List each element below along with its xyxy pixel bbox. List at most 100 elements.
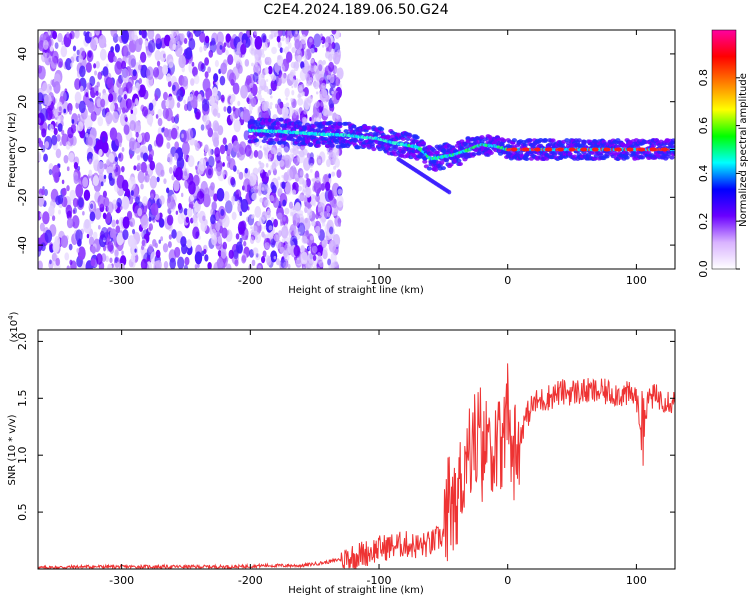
colorbar-gradient [711, 29, 737, 270]
spectrogram-cell [167, 153, 173, 163]
spectrogram-cell [259, 48, 265, 55]
spectrogram-cell [140, 161, 147, 173]
spectrogram-cell [163, 261, 169, 269]
spectrogram-cell [55, 257, 61, 266]
spectrogram-cell [227, 142, 233, 152]
spectrogram-cell [331, 198, 338, 209]
spectrogram-cell [312, 106, 320, 118]
spectrogram-cell [288, 201, 294, 209]
spectrogram-cell [191, 61, 195, 67]
spectrogram-cell [231, 195, 236, 203]
spectrogram-cell [49, 124, 54, 132]
spectrogram-cell [41, 128, 47, 138]
spectrogram-cell [41, 52, 47, 63]
spectrogram-cell [320, 36, 326, 45]
spectrogram-cell [61, 129, 65, 136]
spectrogram-cell [249, 236, 255, 245]
spectrogram-cell [369, 142, 375, 147]
spectrogram-cell [75, 183, 84, 198]
snr-x-label: Height of straight line (km) [288, 585, 424, 596]
spectrogram-cell [286, 36, 290, 43]
spectrogram-cell [263, 225, 267, 230]
spectrogram-cell [135, 82, 141, 92]
spectrogram-cell [276, 148, 283, 156]
spectrogram-cell [79, 65, 86, 78]
spectrogram-cell [196, 190, 205, 205]
spectrogram-cell [316, 231, 321, 237]
spectrogram-cell [123, 124, 130, 135]
spectrogram-cell [38, 245, 42, 258]
spectrogram-cell [225, 49, 229, 56]
spectrogram-cell [142, 152, 149, 162]
spectrogram-cell [177, 202, 182, 211]
spectrogram-cell [302, 266, 306, 269]
spectrogram-cell [235, 189, 242, 200]
spectrogram-cell [181, 133, 184, 139]
snr-panel: -300 -200 -100 0 100 0.5 1.0 1.5 2.0 Height of … [7, 311, 676, 596]
spectrogram-cell [68, 152, 75, 163]
spectrogram-cell [337, 188, 343, 195]
spectrogram-cell [326, 95, 331, 100]
spectrogram-cell [400, 136, 406, 141]
spectrogram-cell [626, 147, 634, 152]
spectrogram-cell [299, 170, 304, 177]
spectrogram-cell [168, 234, 172, 240]
spectrogram-cell [443, 156, 450, 161]
spectrogram-cell [316, 244, 324, 257]
spectrogram-cell [564, 138, 570, 143]
spectrogram-cell [322, 89, 328, 98]
spectrogram-cell [289, 69, 296, 77]
spectrogram-cell [311, 245, 318, 254]
spectrogram-cell [108, 152, 115, 164]
spectrogram-cell [639, 155, 646, 160]
spectrogram-cell [201, 98, 210, 112]
spectrogram-cell [406, 132, 412, 137]
spectrogram-cell [69, 259, 73, 266]
spectrogram-cell [149, 160, 156, 171]
spectrogram-cell [134, 98, 139, 105]
spectrogram-cell [48, 205, 55, 217]
spectrogram-cell [57, 209, 61, 215]
spectrogram-cell [137, 170, 145, 184]
spectrogram-cell [422, 159, 428, 164]
spectrogram-cell [328, 120, 334, 125]
spectrogram-cell [132, 106, 138, 116]
spectrogram-cell [321, 222, 326, 227]
spectrogram-cell [434, 150, 440, 155]
spectrogram-cell [66, 166, 70, 172]
x-tick-label: -100 [367, 574, 392, 587]
spectrogram-cell [270, 238, 276, 248]
spectrogram-cell [327, 155, 330, 159]
spectrogram-cell [243, 130, 250, 141]
spectrogram-cell [49, 45, 54, 52]
spectrogram-cell [296, 212, 301, 218]
spectrogram-cell [212, 108, 218, 117]
spectrogram-cell [298, 87, 304, 94]
spectrogram-cell [263, 85, 269, 92]
spectrogram-cell [281, 30, 286, 37]
spectrogram-cell [305, 178, 311, 188]
spectrogram-cell [161, 99, 167, 110]
spectrogram-cell [197, 162, 205, 175]
x-tick-label: -300 [109, 574, 134, 587]
spectrogram-cell [228, 72, 237, 85]
spectrogram-cell [254, 252, 261, 261]
spectrogram-cell [317, 252, 321, 257]
spectrogram-cell [230, 93, 236, 103]
spectrogram-cell [250, 43, 254, 48]
spectrogram-cell [257, 189, 262, 196]
spectrogram-cell [72, 209, 76, 214]
spectrogram-cell [235, 108, 241, 117]
spectrogram-cell [335, 151, 339, 156]
spectrogram-cell [314, 170, 320, 179]
spectrogram-cell [241, 33, 249, 45]
spectrogram-cell [167, 80, 172, 88]
spectrogram-cell [276, 85, 279, 90]
spectrogram-cell [166, 195, 175, 210]
spectrogram-cell [283, 261, 289, 269]
spectrogram-cell [155, 33, 161, 44]
spectrogram-cell [331, 90, 334, 95]
spectrogram-cell [179, 33, 185, 42]
spectrogram-cell [58, 61, 63, 68]
